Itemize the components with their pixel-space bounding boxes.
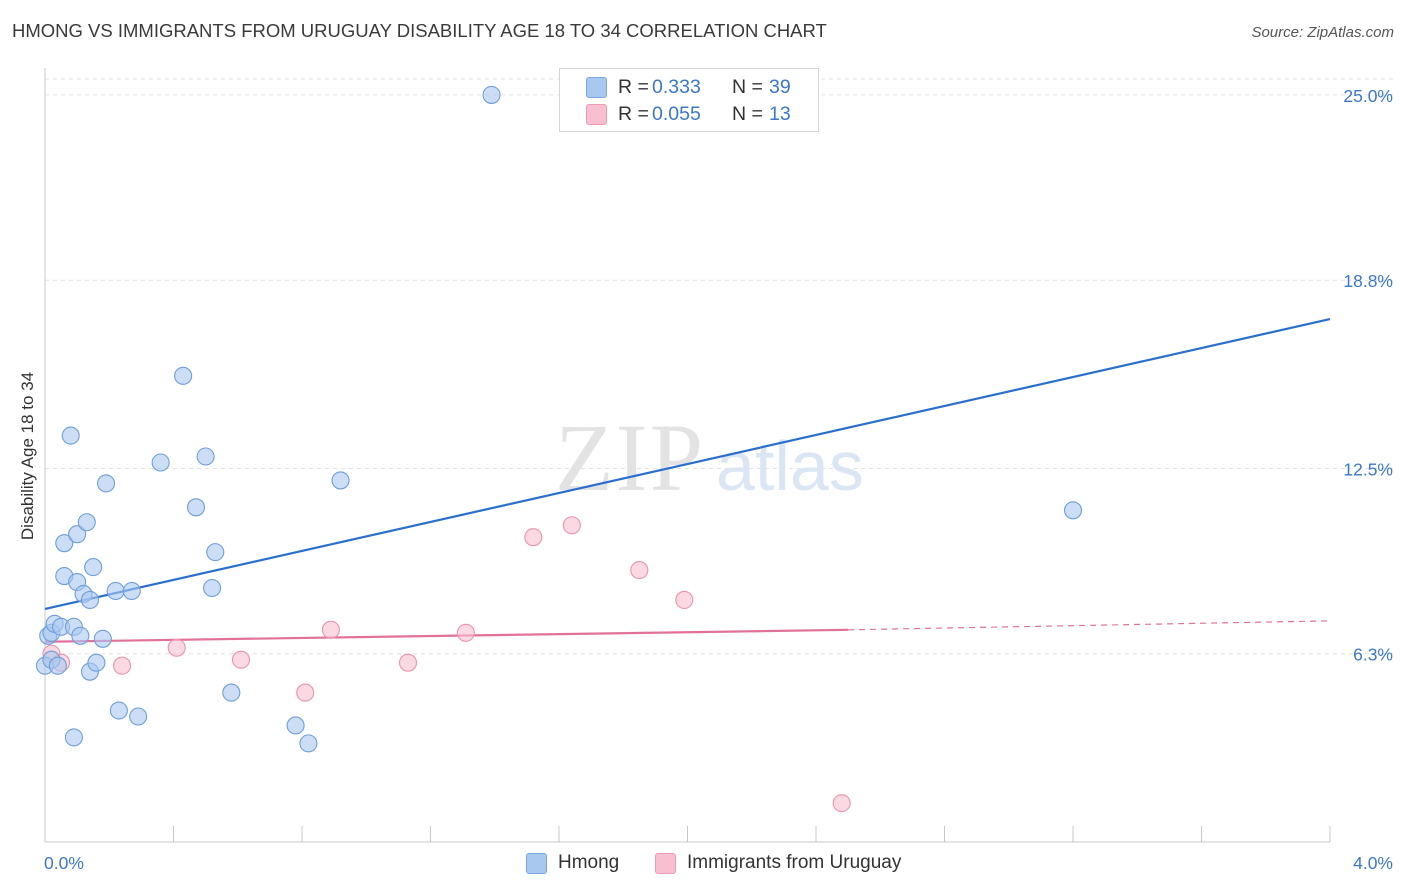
data-point-hmong: [286, 716, 305, 735]
data-point-hmong: [109, 701, 128, 720]
data-point-hmong: [206, 543, 225, 562]
data-point-uruguay: [562, 516, 581, 535]
data-point-uruguay: [832, 794, 851, 813]
data-point-hmong: [106, 581, 125, 601]
legend-n-value: 13: [769, 103, 791, 125]
legend-n-label: N =: [732, 103, 763, 125]
legend-swatch-hmong: [586, 77, 607, 98]
data-point-hmong: [77, 513, 96, 532]
data-point-hmong: [93, 629, 112, 648]
trend-line-uruguay-extension: [848, 620, 1331, 631]
data-point-uruguay: [167, 638, 186, 657]
watermark: ZIP atlas: [555, 404, 864, 511]
data-point-hmong: [151, 453, 170, 472]
y-tick-label: 25.0%: [1343, 86, 1393, 106]
data-point-hmong: [122, 581, 141, 601]
y-tick-label: 18.8%: [1343, 271, 1393, 291]
gridlines: [45, 78, 1395, 655]
data-point-hmong: [64, 728, 83, 747]
data-point-uruguay: [231, 650, 251, 669]
data-point-hmong: [96, 474, 116, 493]
data-point-hmong: [80, 590, 100, 609]
data-point-hmong: [222, 683, 241, 702]
data-point-hmong: [71, 626, 90, 645]
trend-line-hmong: [44, 317, 1331, 610]
bottom-legend-label: Immigrants from Uruguay: [687, 852, 902, 873]
data-point-uruguay: [113, 656, 132, 675]
data-point-hmong: [174, 366, 193, 385]
data-point-hmong: [55, 534, 74, 553]
y-tick-label: 6.3%: [1353, 645, 1393, 665]
x-tick-label: 0.0%: [44, 853, 84, 873]
legend-r-label: R =: [618, 103, 649, 125]
tick-labels: 6.3% 12.5% 18.8% 25.0% 0.0% 4.0%: [44, 86, 1393, 873]
data-point-hmong: [48, 656, 67, 675]
y-axis-title: Disability Age 18 to 34: [18, 371, 37, 541]
data-point-uruguay: [321, 620, 340, 639]
trend-line-uruguay: [44, 628, 849, 643]
data-point-hmong: [129, 707, 148, 726]
bottom-legend-swatch-hmong: [526, 853, 547, 874]
legend-n-value: 39: [769, 76, 791, 98]
data-point-uruguay: [296, 683, 315, 702]
data-point-hmong: [61, 426, 80, 445]
data-point-uruguay: [456, 623, 475, 642]
source-label: Source: ZipAtlas.com: [1251, 24, 1394, 41]
data-point-hmong: [68, 525, 87, 544]
stats-legend: R = 0.333 N = 39 R = 0.055 N = 13: [559, 68, 819, 132]
watermark-atlas: atlas: [716, 427, 864, 505]
legend-r-value: 0.055: [652, 103, 701, 125]
data-point-hmong: [1063, 501, 1083, 520]
data-point-uruguay: [630, 561, 649, 580]
legend-r-value: 0.333: [652, 76, 701, 98]
chart-title: HMONG VS IMMIGRANTS FROM URUGUAY DISABIL…: [12, 20, 827, 41]
bottom-legend-label: Hmong: [558, 852, 620, 873]
legend-swatch-uruguay: [586, 104, 607, 125]
data-point-hmong: [331, 471, 350, 490]
x-tick-label: 4.0%: [1353, 853, 1393, 873]
data-point-uruguay: [398, 653, 418, 672]
legend-n-label: N =: [732, 76, 763, 98]
data-point-hmong: [203, 578, 222, 598]
data-point-hmong: [186, 498, 206, 517]
data-point-hmong: [196, 447, 215, 466]
bottom-legend-swatch-uruguay: [655, 853, 676, 874]
data-point-hmong: [299, 734, 318, 753]
data-points: [35, 85, 1083, 813]
data-point-hmong: [87, 653, 106, 672]
legend-r-label: R =: [618, 76, 649, 98]
data-point-hmong: [482, 85, 501, 104]
watermark-zip: ZIP: [555, 404, 705, 511]
data-point-uruguay: [524, 528, 543, 547]
data-point-uruguay: [675, 590, 694, 609]
axes: [44, 68, 1331, 843]
data-point-hmong: [84, 558, 103, 577]
y-tick-label: 12.5%: [1343, 459, 1393, 479]
